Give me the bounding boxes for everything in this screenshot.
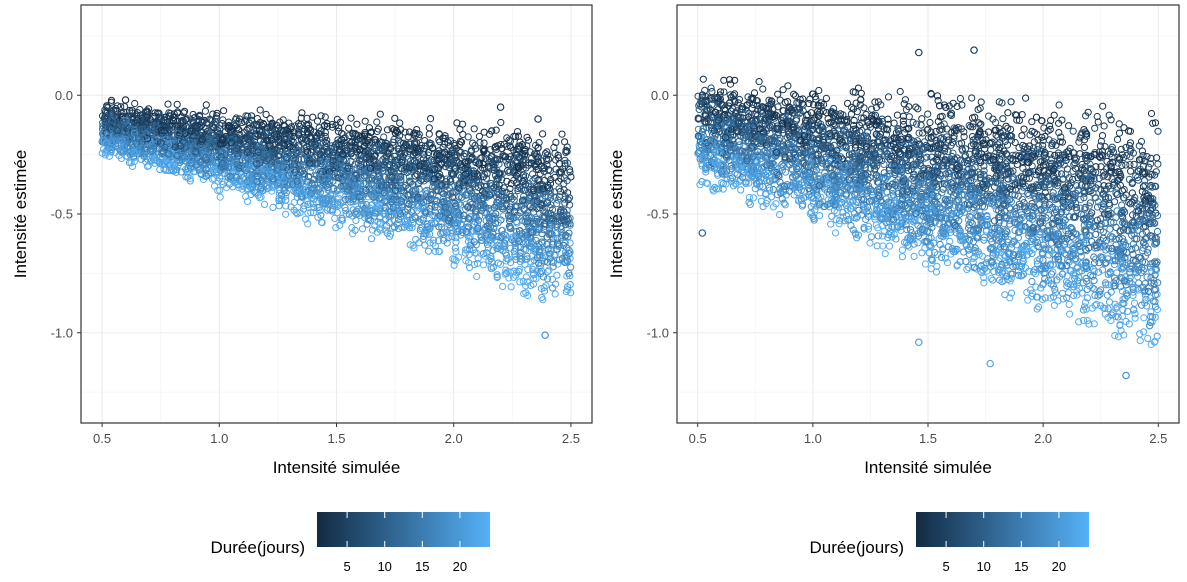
y-tick-label: -0.5 xyxy=(51,207,73,222)
data-point xyxy=(1107,226,1113,232)
data-point xyxy=(426,131,432,137)
data-point xyxy=(346,125,352,131)
data-point xyxy=(886,243,892,249)
data-point xyxy=(270,204,276,210)
chart-panel-left: 0.5 1.0 1.5 2.0 2.5 0.0 -0.5 -1.0 Intensité simu… xyxy=(0,0,594,577)
data-point xyxy=(559,131,565,137)
data-point xyxy=(498,119,504,125)
data-point xyxy=(497,104,503,110)
data-point xyxy=(474,273,480,279)
data-point xyxy=(899,247,905,253)
data-point xyxy=(397,120,403,126)
data-point xyxy=(174,101,180,107)
data-point xyxy=(211,183,217,189)
data-point xyxy=(500,283,506,289)
data-point xyxy=(891,120,897,126)
data-point xyxy=(845,100,851,106)
data-point xyxy=(165,101,171,107)
data-point xyxy=(546,267,552,273)
data-point xyxy=(322,114,328,120)
data-point xyxy=(465,134,471,140)
scatter-chart-left: 0.5 1.0 1.5 2.0 2.5 0.0 -0.5 -1.0 Intensité simu… xyxy=(0,0,594,577)
y-axis-title: Intensité estimée xyxy=(11,150,30,279)
data-point xyxy=(476,133,482,139)
data-point xyxy=(374,119,380,125)
y-tick-label: 0.0 xyxy=(55,88,73,103)
data-point xyxy=(552,291,558,297)
data-point xyxy=(508,284,514,290)
legend-colorbar xyxy=(317,512,490,547)
data-point xyxy=(471,126,477,132)
data-point xyxy=(460,121,466,127)
data-point xyxy=(314,118,320,124)
data-point xyxy=(1131,161,1137,167)
data-point xyxy=(452,245,458,251)
data-point xyxy=(348,115,354,121)
data-point xyxy=(122,97,128,103)
x-tick-label: 2.0 xyxy=(445,431,463,446)
color-legend-left: Durée(jours) 5 10 15 20 xyxy=(211,512,490,574)
legend-title: Durée(jours) xyxy=(211,538,305,557)
x-tick-label: 2.5 xyxy=(562,431,580,446)
data-point xyxy=(1131,300,1137,306)
data-point xyxy=(833,230,839,236)
data-point xyxy=(775,91,781,97)
data-point xyxy=(497,261,503,267)
data-point xyxy=(480,262,486,268)
x-tick-label: 0.5 xyxy=(93,431,111,446)
data-point xyxy=(868,234,874,240)
x-tick-label: 1.0 xyxy=(210,431,228,446)
data-point xyxy=(132,100,138,106)
data-point xyxy=(897,88,903,94)
data-point xyxy=(425,248,431,254)
data-point xyxy=(362,118,368,124)
data-point xyxy=(202,108,208,114)
data-point xyxy=(257,107,263,113)
data-point xyxy=(263,111,269,117)
data-point xyxy=(353,217,359,223)
data-point xyxy=(291,199,297,205)
data-point xyxy=(221,108,227,114)
data-point xyxy=(428,116,434,122)
x-tick-label: 1.5 xyxy=(327,431,345,446)
data-point xyxy=(1154,228,1160,234)
data-point xyxy=(454,120,460,126)
data-point xyxy=(354,121,360,127)
data-point xyxy=(540,297,546,303)
data-point xyxy=(377,111,383,117)
data-point xyxy=(426,125,432,131)
data-point xyxy=(157,166,163,172)
data-point xyxy=(261,201,267,207)
legend-tick-label: 5 xyxy=(343,559,350,574)
data-point xyxy=(217,194,223,200)
legend-tick-label: 20 xyxy=(453,559,467,574)
data-point xyxy=(562,139,568,145)
legend-tick-label: 10 xyxy=(377,559,391,574)
data-point xyxy=(368,236,374,242)
data-point xyxy=(554,201,560,207)
x-axis-title: Intensité simulée xyxy=(273,458,401,477)
data-point xyxy=(535,116,541,122)
data-point xyxy=(203,102,209,108)
data-point xyxy=(540,131,546,137)
y-tick-label: -1.0 xyxy=(51,325,73,340)
legend-tick-label: 15 xyxy=(415,559,429,574)
